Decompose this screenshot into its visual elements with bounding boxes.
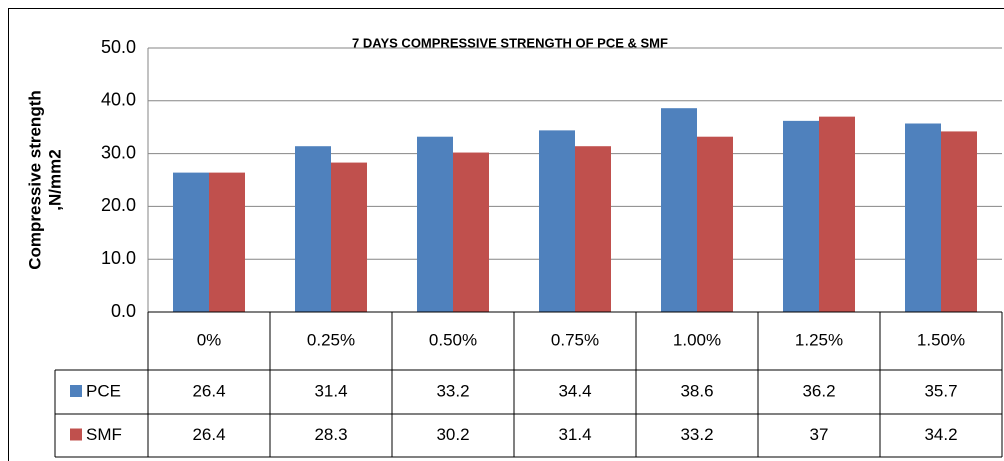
table-value: 34.4 bbox=[558, 381, 591, 400]
bar bbox=[173, 172, 209, 312]
table-value: 26.4 bbox=[192, 425, 225, 444]
bar bbox=[575, 146, 611, 312]
table-value: 35.7 bbox=[924, 381, 957, 400]
legend-swatch bbox=[70, 428, 82, 441]
x-tick-label: 1.00% bbox=[673, 330, 721, 349]
table-value: 31.4 bbox=[558, 425, 591, 444]
bar bbox=[539, 130, 575, 312]
table-value: 36.2 bbox=[802, 381, 835, 400]
bar bbox=[661, 108, 697, 312]
bar bbox=[819, 116, 855, 312]
bar bbox=[209, 172, 245, 312]
chart-border bbox=[8, 8, 1004, 461]
legend-swatch bbox=[70, 385, 82, 397]
x-tick-label: 0.50% bbox=[429, 330, 477, 349]
y-axis-label-line: Compressive strength bbox=[25, 90, 44, 270]
table-value: 28.3 bbox=[314, 425, 347, 444]
table-value: 34.2 bbox=[924, 425, 957, 444]
bar bbox=[331, 162, 367, 312]
y-tick-label: 30.0 bbox=[101, 142, 136, 162]
y-tick-label: 20.0 bbox=[101, 195, 136, 215]
table-value: 33.2 bbox=[680, 425, 713, 444]
bar bbox=[453, 152, 489, 312]
bar bbox=[295, 146, 331, 312]
x-tick-label: 1.50% bbox=[917, 330, 965, 349]
x-tick-label: 1.25% bbox=[795, 330, 843, 349]
y-tick-label: 50.0 bbox=[101, 37, 136, 57]
legend-label: SMF bbox=[86, 425, 122, 444]
table-value: 30.2 bbox=[436, 425, 469, 444]
table-value: 38.6 bbox=[680, 381, 713, 400]
table-value: 33.2 bbox=[436, 381, 469, 400]
y-axis-label: Compressive strength ,N/mm2 bbox=[25, 90, 64, 270]
x-tick-label: 0.75% bbox=[551, 330, 599, 349]
y-tick-label: 0.0 bbox=[111, 301, 136, 321]
bar bbox=[417, 136, 453, 312]
chart-title: 7 DAYS COMPRESSIVE STRENGTH OF PCE & SMF bbox=[352, 35, 668, 50]
bar bbox=[783, 120, 819, 312]
x-tick-label: 0.25% bbox=[307, 330, 355, 349]
y-tick-label: 10.0 bbox=[101, 248, 136, 268]
legend-label: PCE bbox=[86, 381, 121, 400]
y-tick-label: 40.0 bbox=[101, 90, 136, 110]
table-value: 26.4 bbox=[192, 381, 225, 400]
x-tick-label: 0% bbox=[197, 330, 222, 349]
bar bbox=[905, 123, 941, 312]
bar bbox=[697, 136, 733, 312]
table-value: 37 bbox=[810, 425, 829, 444]
bar bbox=[941, 131, 977, 312]
y-axis-label-line: ,N/mm2 bbox=[45, 149, 64, 210]
table-value: 31.4 bbox=[314, 381, 347, 400]
